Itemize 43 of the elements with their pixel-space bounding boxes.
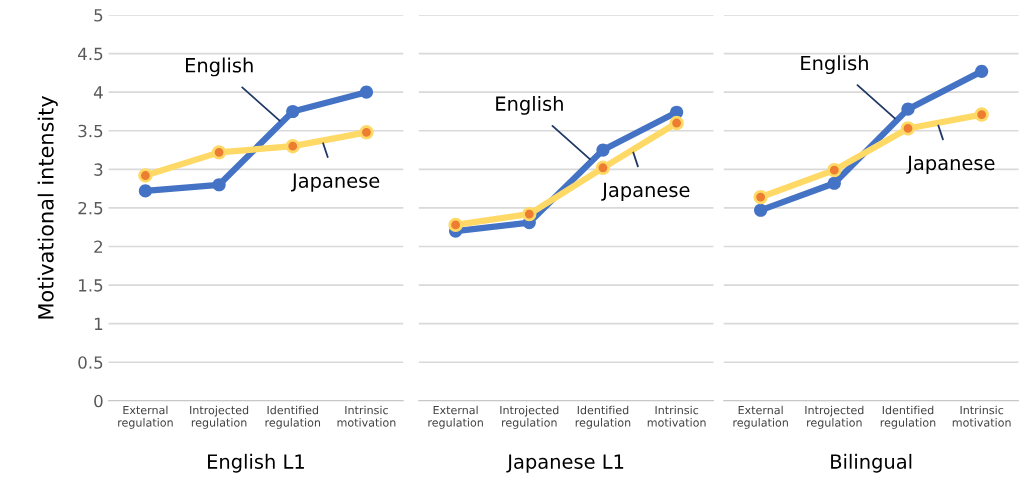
- x-axis-title: Japanese L1: [506, 454, 624, 473]
- x-tick-label: Introjected regulation: [500, 405, 559, 429]
- y-tick-label: 5: [94, 9, 103, 22]
- x-tick-label: External regulation: [428, 405, 483, 429]
- x-axis-title: Bilingual: [831, 453, 912, 473]
- x-tick-label: Intrinsic motivation: [647, 405, 706, 427]
- point: [138, 184, 152, 198]
- y-tick-label: 0: [94, 394, 103, 408]
- point: [754, 203, 768, 217]
- x-tick-label: Identified regulation: [575, 405, 631, 429]
- x-axis-title: English L1: [208, 453, 304, 473]
- x-tick-label: External regulation: [733, 405, 788, 429]
- y-axis-title: Motivational intensity: [37, 95, 58, 319]
- point: [286, 104, 300, 119]
- y-tick-label: 3: [94, 163, 103, 176]
- y-tick-label: 1.5: [79, 279, 103, 292]
- x-tick-label: Introjected regulation: [190, 405, 249, 429]
- y-tick-label: 4: [93, 86, 103, 99]
- x-tick-label: External regulation: [118, 405, 173, 429]
- x-tick-label: Intrinsic motivation: [952, 405, 1011, 427]
- x-tick-label: Identified regulation: [880, 405, 936, 429]
- x-tick-label: Identified regulation: [265, 405, 321, 429]
- x-tick-label: Intrinsic motivation: [337, 405, 396, 427]
- x-tick-label: Introjected regulation: [805, 405, 864, 429]
- y-tick-label: 2.5: [78, 201, 103, 215]
- y-tick-label: 2: [94, 240, 103, 253]
- y-tick-label: 4.5: [78, 47, 103, 61]
- text: English: [801, 55, 868, 75]
- point: [975, 64, 989, 78]
- text: English: [186, 57, 253, 77]
- point: [901, 102, 915, 116]
- series-label: Japanese: [290, 173, 380, 192]
- point: [596, 143, 610, 157]
- y-tick-label: 1: [94, 317, 103, 330]
- point: [670, 105, 684, 119]
- y-tick-label: 0.5: [78, 356, 103, 369]
- y-tick-label: 3.5: [78, 124, 103, 138]
- series-label: Japanese: [601, 182, 690, 201]
- point: [212, 178, 226, 192]
- series-label: Japanese: [906, 155, 995, 174]
- point: [827, 176, 841, 190]
- point: [359, 85, 374, 99]
- text: English: [496, 95, 563, 115]
